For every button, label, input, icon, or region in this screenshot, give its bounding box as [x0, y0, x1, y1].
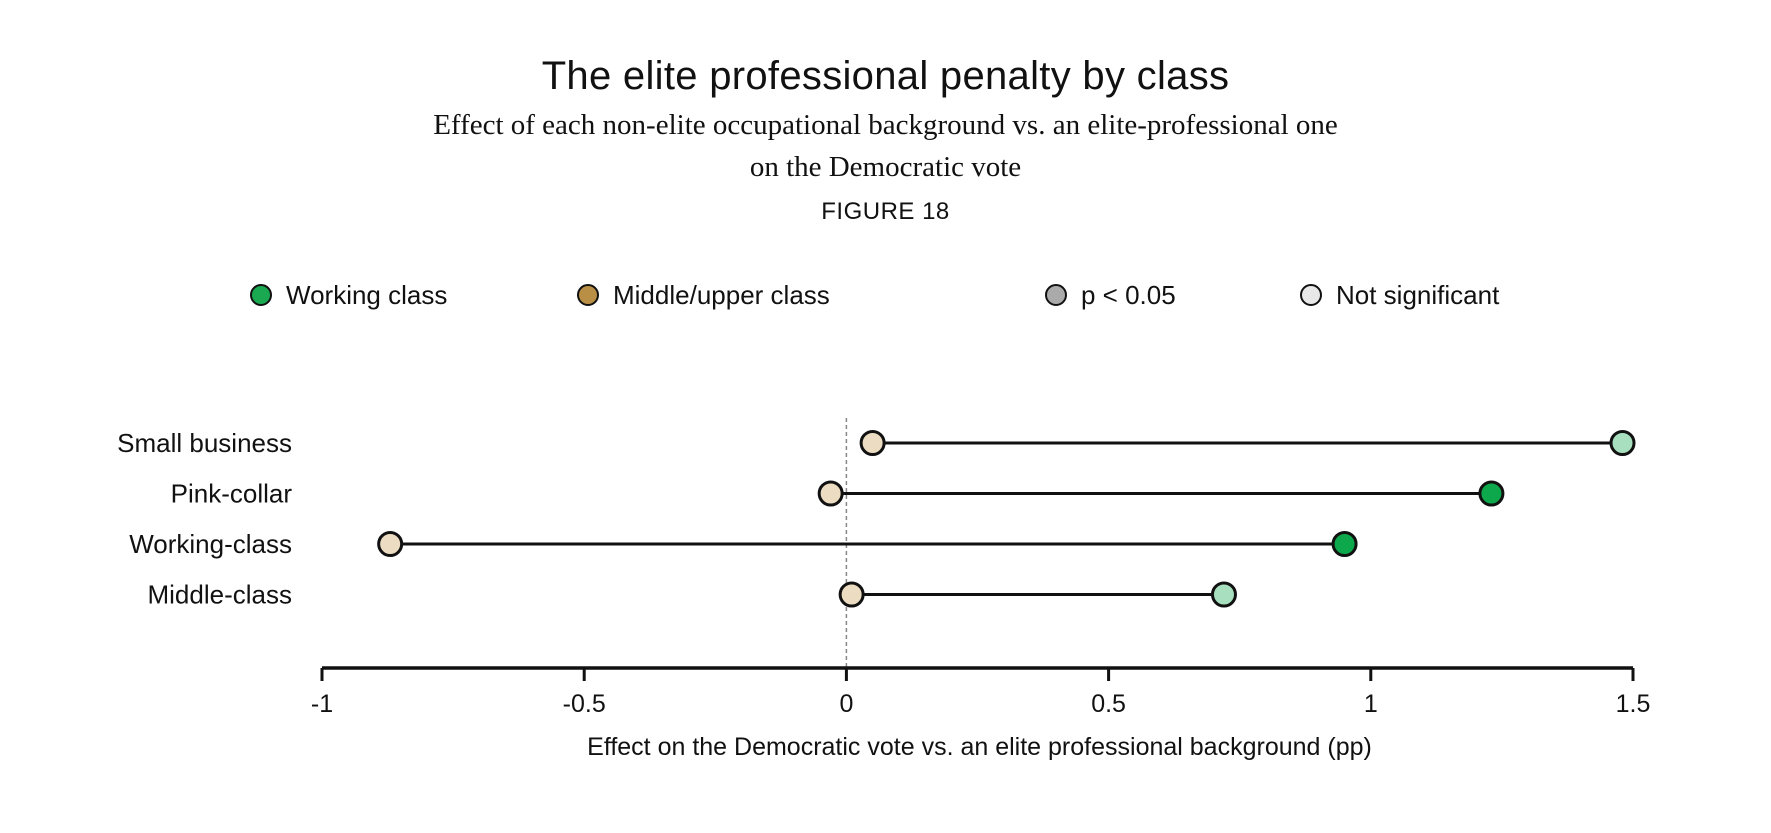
- middle-upper-class-point: [377, 531, 404, 557]
- chart-subtitle-line-2: on the Democratic vote: [749, 151, 1022, 183]
- x-tick-label: -1: [311, 690, 333, 718]
- working-class-point: [1609, 430, 1636, 456]
- legend-swatch-working-class: [250, 284, 272, 306]
- legend-swatch-not-significant: [1300, 284, 1322, 306]
- x-tick-label: 0.5: [1091, 690, 1126, 718]
- legend-label-significant: p < 0.05: [1081, 279, 1176, 310]
- figure-label: FIGURE 18: [821, 198, 950, 225]
- chart-subtitle: Effect of each non-elite occupational ba…: [0, 104, 1771, 188]
- legend-item-not-significant: Not significant: [1300, 278, 1499, 312]
- x-tick-label: 1: [1364, 690, 1378, 718]
- middle-upper-class-point: [838, 581, 865, 608]
- middle-upper-class-point: [817, 480, 844, 507]
- category-label: Middle-class: [148, 580, 293, 610]
- legend-label-not-significant: Not significant: [1336, 279, 1500, 310]
- working-class-point: [1478, 480, 1505, 507]
- x-tick-label: 0: [839, 690, 853, 718]
- legend-swatch-middle-upper-class: [577, 284, 599, 306]
- chart-subtitle-line-1: Effect of each non-elite occupational ba…: [433, 109, 1338, 141]
- working-class-point: [1210, 581, 1237, 608]
- category-label: Small business: [117, 428, 292, 458]
- legend-item-significant: p < 0.05: [1045, 278, 1176, 312]
- legend-label-middle-upper-class: Middle/upper class: [613, 279, 830, 310]
- legend-label-working-class: Working class: [286, 279, 448, 310]
- x-tick-label: -0.5: [563, 690, 606, 718]
- legend-swatch-significant: [1045, 284, 1067, 306]
- legend-item-middle-upper-class: Middle/upper class: [577, 278, 830, 312]
- working-class-point: [1331, 531, 1358, 557]
- x-axis-title: Effect on the Democratic vote vs. an eli…: [587, 733, 1372, 761]
- x-tick-label: 1.5: [1616, 690, 1651, 718]
- category-label: Pink-collar: [171, 479, 293, 509]
- category-label: Working-class: [129, 529, 292, 559]
- chart-title: The elite professional penalty by class: [541, 54, 1230, 98]
- legend-item-working-class: Working class: [250, 278, 447, 312]
- middle-upper-class-point: [859, 430, 886, 456]
